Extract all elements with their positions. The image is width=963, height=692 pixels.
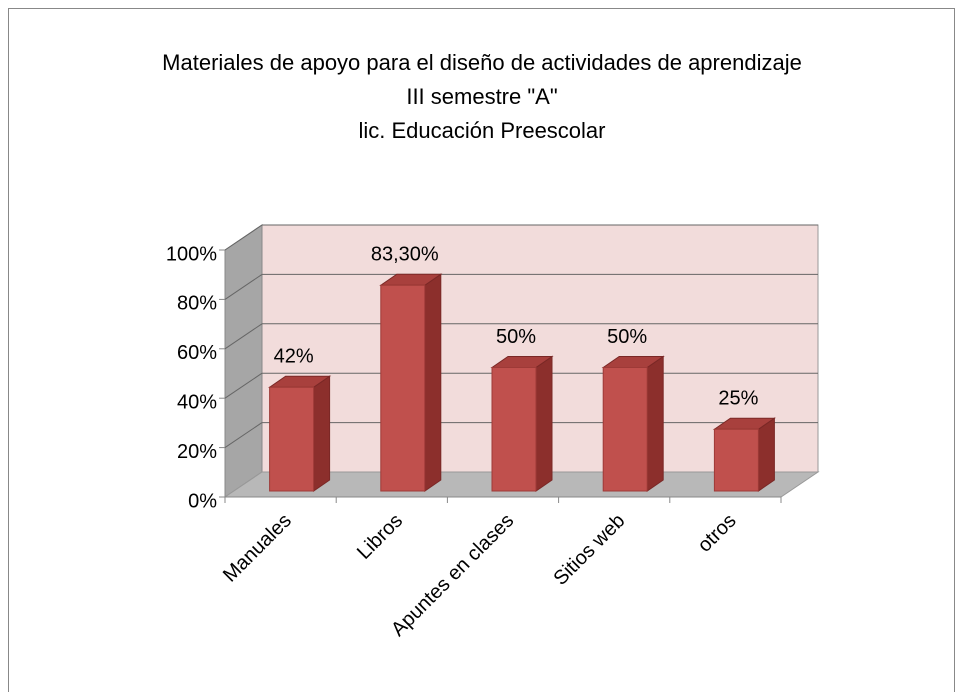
bar [269, 386, 315, 492]
chart-subtitle: lic. Educación Preescolar [358, 118, 605, 143]
y-tick-label: 20% [177, 441, 217, 463]
grid-line [224, 372, 263, 399]
grid-line [224, 323, 263, 350]
value-label: 83,30% [371, 244, 439, 266]
value-label: 50% [607, 326, 647, 348]
value-label: 50% [496, 326, 536, 348]
bar-side [424, 273, 442, 492]
y-tick-label: 100% [166, 243, 217, 265]
bar-side [757, 417, 775, 492]
bar-side [313, 375, 331, 492]
y-tick-label: 40% [177, 391, 217, 413]
grid-line [224, 224, 263, 251]
y-tick-label: 60% [177, 342, 217, 364]
bar [491, 367, 537, 492]
value-label: 42% [274, 346, 314, 368]
bar [713, 428, 759, 492]
y-tick-label: 80% [177, 293, 217, 315]
side-wall [224, 224, 263, 498]
bar [602, 367, 648, 492]
bar-side [535, 355, 553, 492]
bar-side [646, 355, 664, 492]
y-tick-label: 0% [188, 490, 217, 512]
grid-line [224, 273, 263, 300]
chart-subtitle: III semestre "A" [406, 84, 557, 109]
grid-line [224, 422, 263, 449]
value-label: 25% [718, 388, 758, 410]
bar [380, 284, 426, 492]
chart-title: Materiales de apoyo para el diseño de ac… [162, 50, 802, 75]
